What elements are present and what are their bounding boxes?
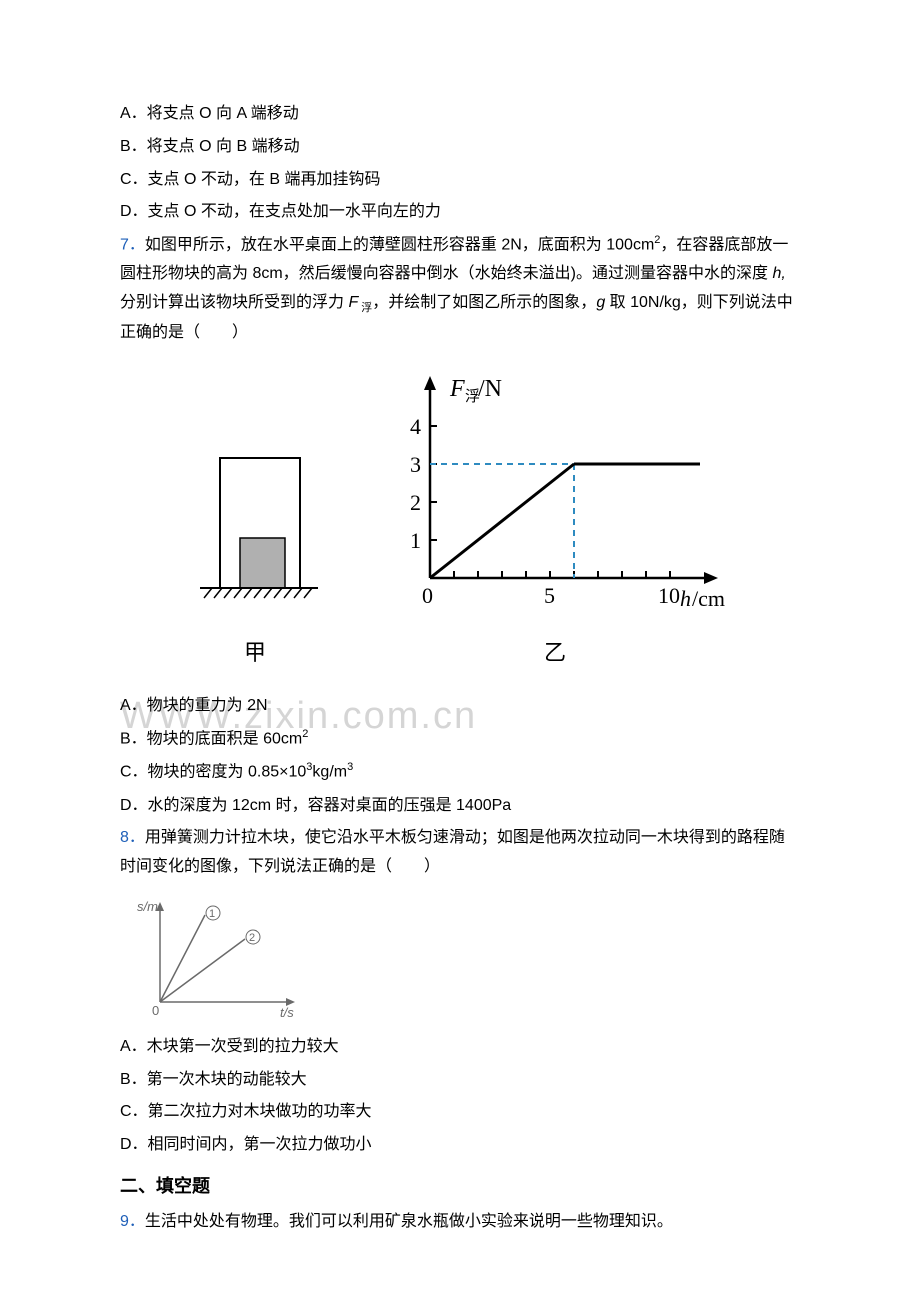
chart-label-yi: 乙 (544, 633, 566, 673)
option-8A: A．木块第一次受到的拉力较大 (120, 1033, 800, 1062)
option-7C: C．物块的密度为 0.85×103kg/m3 (120, 758, 800, 787)
section-2-title: 二、填空题 (120, 1170, 800, 1202)
question-text: 用弹簧测力计拉木块，使它沿水平木板匀速滑动；如图是他两次拉动同一木块得到的路程随… (120, 829, 785, 875)
svg-text:5: 5 (544, 583, 555, 608)
svg-text:/N: /N (478, 376, 502, 402)
svg-text:t/s: t/s (280, 1005, 294, 1017)
question-text: 生活中处处有物理。我们可以利用矿泉水瓶做小实验来说明一些物理知识。 (145, 1213, 673, 1230)
superscript: 3 (347, 761, 353, 773)
buoyancy-chart: F 浮 /N 1 2 3 4 0 5 10 (380, 368, 730, 618)
question-text: 如图甲所示，放在水平桌面上的薄壁圆柱形容器重 2N，底面积为 100cm (145, 237, 654, 254)
svg-text:1: 1 (209, 908, 215, 920)
question-number: 7． (120, 237, 145, 254)
option-7D: D．水的深度为 12cm 时，容器对桌面的压强是 1400Pa (120, 792, 800, 821)
question-number: 8． (120, 829, 145, 846)
superscript: 2 (302, 728, 308, 740)
variable-h: h, (772, 265, 785, 282)
option-label: A．将支点 O 向 A 端移动 (120, 105, 299, 122)
svg-text:1: 1 (410, 528, 421, 553)
chart-container: 甲 F 浮 /N 1 2 3 4 0 (120, 368, 800, 673)
option-label: C．支点 O 不动，在 B 端再加挂钩码 (120, 171, 380, 188)
question-text: 分别计算出该物块所受到的浮力 (120, 294, 348, 311)
q6-options-block: A．将支点 O 向 A 端移动 B．将支点 O 向 B 端移动 C．支点 O 不… (120, 100, 800, 227)
svg-text:0: 0 (422, 583, 433, 608)
option-label: B．物块的底面积是 60cm (120, 731, 302, 748)
option-label: B．第一次木块的动能较大 (120, 1071, 307, 1088)
option-6B: B．将支点 O 向 B 端移动 (120, 133, 800, 162)
q8-graph: s/m t/s 0 1 2 (135, 897, 800, 1028)
svg-text:4: 4 (410, 414, 421, 439)
svg-text:2: 2 (249, 932, 255, 944)
option-8D: D．相同时间内，第一次拉力做功小 (120, 1131, 800, 1160)
diagram-jia: 甲 (190, 438, 320, 673)
svg-text:0: 0 (152, 1003, 159, 1017)
svg-text:s/m: s/m (137, 899, 158, 914)
question-9: 9．生活中处处有物理。我们可以利用矿泉水瓶做小实验来说明一些物理知识。 (120, 1208, 800, 1237)
option-label: C．物块的密度为 0.85×10 (120, 764, 306, 781)
option-label: D．相同时间内，第一次拉力做功小 (120, 1136, 372, 1153)
question-number: 9． (120, 1213, 145, 1230)
svg-text:F: F (449, 376, 465, 402)
svg-text:2: 2 (410, 490, 421, 515)
svg-text:10: 10 (658, 583, 680, 608)
option-7B: B．物块的底面积是 60cm2 (120, 725, 800, 754)
watermark-region: WWW.zixin.com.cn A．物块的重力为 2N B．物块的底面积是 6… (120, 692, 800, 754)
option-6C: C．支点 O 不动，在 B 端再加挂钩码 (120, 166, 800, 195)
option-8C: C．第二次拉力对木块做功的功率大 (120, 1098, 800, 1127)
option-label: B．将支点 O 向 B 端移动 (120, 138, 300, 155)
option-label: A．物块的重力为 2N (120, 697, 268, 714)
option-7A: A．物块的重力为 2N (120, 692, 800, 721)
option-label: A．木块第一次受到的拉力较大 (120, 1038, 339, 1055)
variable-g: g (596, 294, 605, 311)
question-text: ，并绘制了如图乙所示的图象， (372, 294, 596, 311)
chart-yi: F 浮 /N 1 2 3 4 0 5 10 (380, 368, 730, 673)
option-label: C．第二次拉力对木块做功的功率大 (120, 1103, 372, 1120)
question-8: 8．用弹簧测力计拉木块，使它沿水平木板匀速滑动；如图是他两次拉动同一木块得到的路… (120, 824, 800, 882)
option-label: D．支点 O 不动，在支点处加一水平向左的力 (120, 203, 441, 220)
svg-text:3: 3 (410, 452, 421, 477)
option-6D: D．支点 O 不动，在支点处加一水平向左的力 (120, 198, 800, 227)
option-6A: A．将支点 O 向 A 端移动 (120, 100, 800, 129)
svg-text:/cm: /cm (692, 586, 725, 611)
option-label: D．水的深度为 12cm 时，容器对桌面的压强是 1400Pa (120, 797, 511, 814)
chart-label-jia: 甲 (244, 633, 266, 673)
svg-text:h: h (680, 586, 691, 611)
variable-F: F (348, 294, 358, 311)
option-label: kg/m (312, 764, 347, 781)
container-diagram (190, 438, 320, 618)
distance-time-graph: s/m t/s 0 1 2 (135, 897, 305, 1017)
subscript: 浮 (358, 302, 372, 314)
question-7: 7．如图甲所示，放在水平桌面上的薄壁圆柱形容器重 2N，底面积为 100cm2，… (120, 231, 800, 348)
option-8B: B．第一次木块的动能较大 (120, 1066, 800, 1095)
